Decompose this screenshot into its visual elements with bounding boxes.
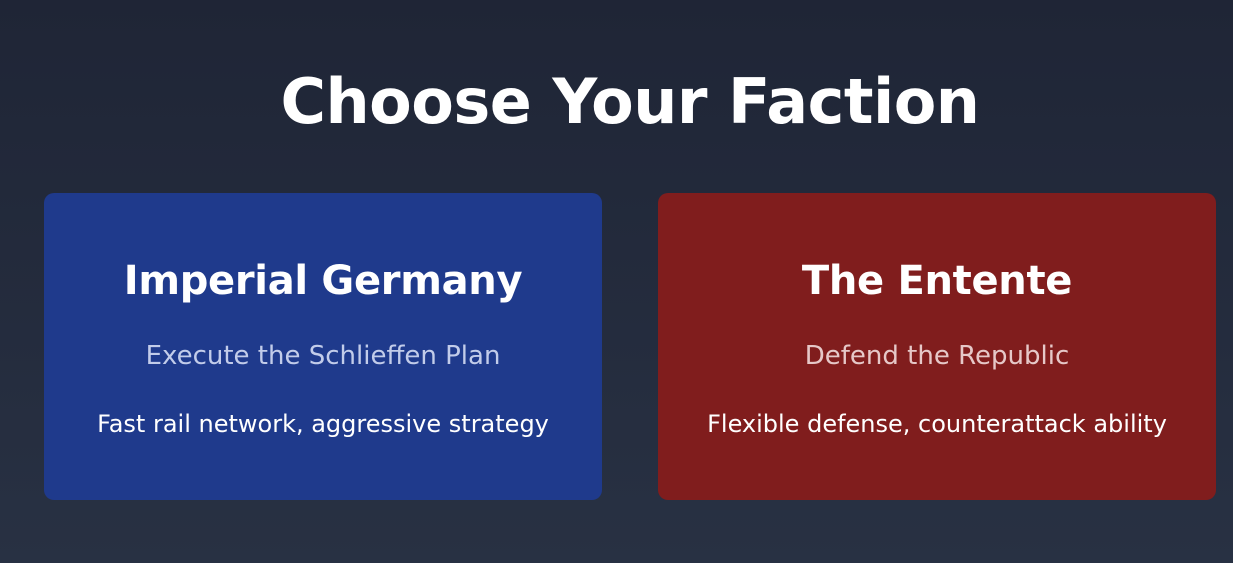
faction-subtitle: Defend the Republic: [804, 341, 1070, 371]
faction-description: Fast rail network, aggressive strategy: [97, 410, 549, 438]
faction-subtitle: Execute the Schlieffen Plan: [145, 341, 501, 371]
faction-card-entente[interactable]: The Entente Defend the Republic Flexible…: [658, 193, 1216, 500]
faction-description: Flexible defense, counterattack ability: [707, 410, 1167, 438]
faction-name: Imperial Germany: [123, 258, 523, 304]
faction-name: The Entente: [801, 258, 1073, 304]
faction-card-germany[interactable]: Imperial Germany Execute the Schlieffen …: [44, 193, 602, 500]
page-title: Choose Your Faction: [280, 65, 980, 138]
